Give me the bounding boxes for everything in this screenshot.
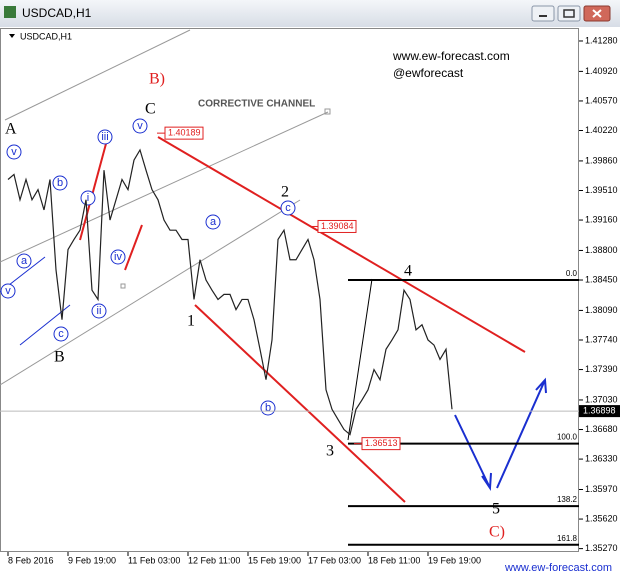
label-circle	[91, 303, 107, 319]
plot-frame	[0, 28, 579, 552]
label-circle	[110, 249, 126, 265]
x-tick-label: 15 Feb 19:00	[248, 555, 301, 565]
maximize[interactable]	[557, 5, 581, 22]
site-label: www.ew-forecast.com	[392, 49, 510, 63]
label-circle	[80, 190, 96, 206]
x-tick-label: 9 Feb 19:00	[68, 555, 116, 565]
label-circle	[97, 129, 113, 145]
handle-label: @ewforecast	[393, 66, 464, 80]
window-buttons[interactable]	[531, 5, 611, 22]
price-box	[317, 219, 357, 233]
current-price-label: 1.36898	[583, 405, 616, 415]
circled-label: ii	[97, 305, 102, 317]
y-tick-label: 1.39860	[585, 155, 618, 165]
label-circle	[132, 118, 148, 134]
title-bar	[0, 0, 620, 27]
circled-label: v	[5, 285, 11, 297]
y-tick-label: 1.37390	[585, 364, 618, 374]
y-tick-label: 1.40920	[585, 66, 618, 76]
wave-label: C	[145, 101, 156, 118]
x-tick-label: 19 Feb 19:00	[428, 555, 481, 565]
wave-label: 4	[404, 263, 412, 280]
wave-label: 1	[187, 313, 195, 330]
circled-label: iii	[101, 131, 108, 143]
circled-label: v	[137, 120, 143, 132]
x-tick-label: 18 Feb 11:00	[368, 555, 420, 565]
circled-label: i	[87, 192, 89, 204]
x-tick-label: 11 Feb 03:00	[128, 555, 180, 565]
drawings	[0, 29, 547, 503]
app-icon	[4, 6, 16, 18]
price-box	[361, 437, 401, 451]
price-label: 1.40189	[168, 128, 201, 138]
label-circle	[52, 175, 68, 191]
y-tick-label: 1.40570	[585, 95, 618, 105]
wave-label: B)	[149, 71, 165, 88]
x-tick-label: 17 Feb 03:00	[308, 555, 361, 565]
y-tick-label: 1.38800	[585, 245, 618, 255]
circled-label: c	[58, 328, 64, 340]
y-tick-label: 1.36680	[585, 424, 618, 434]
wave-label: 5	[492, 501, 500, 518]
circled-label: a	[210, 216, 217, 228]
wave-label: 3	[326, 443, 334, 460]
wave-label: C)	[489, 524, 505, 541]
y-tick-label: 1.39160	[585, 214, 618, 224]
circled-label: a	[21, 255, 28, 267]
circled-label: iv	[114, 251, 122, 263]
circled-label: v	[11, 146, 17, 158]
y-tick-label: 1.39510	[585, 185, 618, 195]
fib-label: 138.2	[557, 495, 578, 504]
price-label: 1.39084	[321, 221, 354, 231]
wave-label: B	[54, 349, 65, 366]
symbol-label: USDCAD,H1	[20, 31, 72, 41]
y-tick-label: 1.35620	[585, 513, 618, 523]
footer: www.ew-forecast.com	[504, 562, 612, 574]
price-label: 1.36513	[365, 438, 398, 448]
label-circle	[0, 283, 16, 299]
wave-label: 2	[281, 184, 289, 201]
y-tick-label: 1.38090	[585, 305, 618, 315]
current-price-box	[579, 405, 620, 418]
circled-label: c	[285, 202, 291, 214]
channel-label: CORRECTIVE CHANNEL	[198, 99, 315, 110]
fib-label: 100.0	[557, 433, 578, 442]
fib-label: 0.0	[566, 269, 578, 278]
label-circle	[280, 200, 296, 216]
x-tick-label: 12 Feb 11:00	[188, 555, 240, 565]
wave-label: A	[5, 121, 17, 138]
y-tick-label: 1.35970	[585, 484, 618, 494]
y-tick-label: 1.37030	[585, 394, 618, 404]
y-tick-label: 1.38450	[585, 274, 618, 284]
circled-label: b	[57, 177, 63, 189]
y-tick-label: 1.40220	[585, 125, 618, 135]
price-line	[7, 148, 453, 436]
label-circle	[205, 214, 221, 230]
fib-label: 161.8	[557, 534, 578, 543]
price-box	[164, 126, 204, 140]
window-title: USDCAD,H1	[22, 6, 92, 20]
x-tick-label: 8 Feb 2016	[8, 555, 54, 565]
label-circle	[53, 326, 69, 342]
minimize[interactable]	[531, 5, 555, 22]
y-tick-label: 1.35270	[585, 543, 618, 553]
circled-label: b	[265, 402, 271, 414]
y-tick-label: 1.37740	[585, 334, 618, 344]
y-tick-label: 1.41280	[585, 35, 618, 45]
label-circle	[16, 253, 32, 269]
wave-labels: B) C A B 1 2 3 4 5 C)	[5, 71, 505, 541]
label-circle	[6, 144, 22, 160]
y-tick-label: 1.36330	[585, 453, 618, 463]
